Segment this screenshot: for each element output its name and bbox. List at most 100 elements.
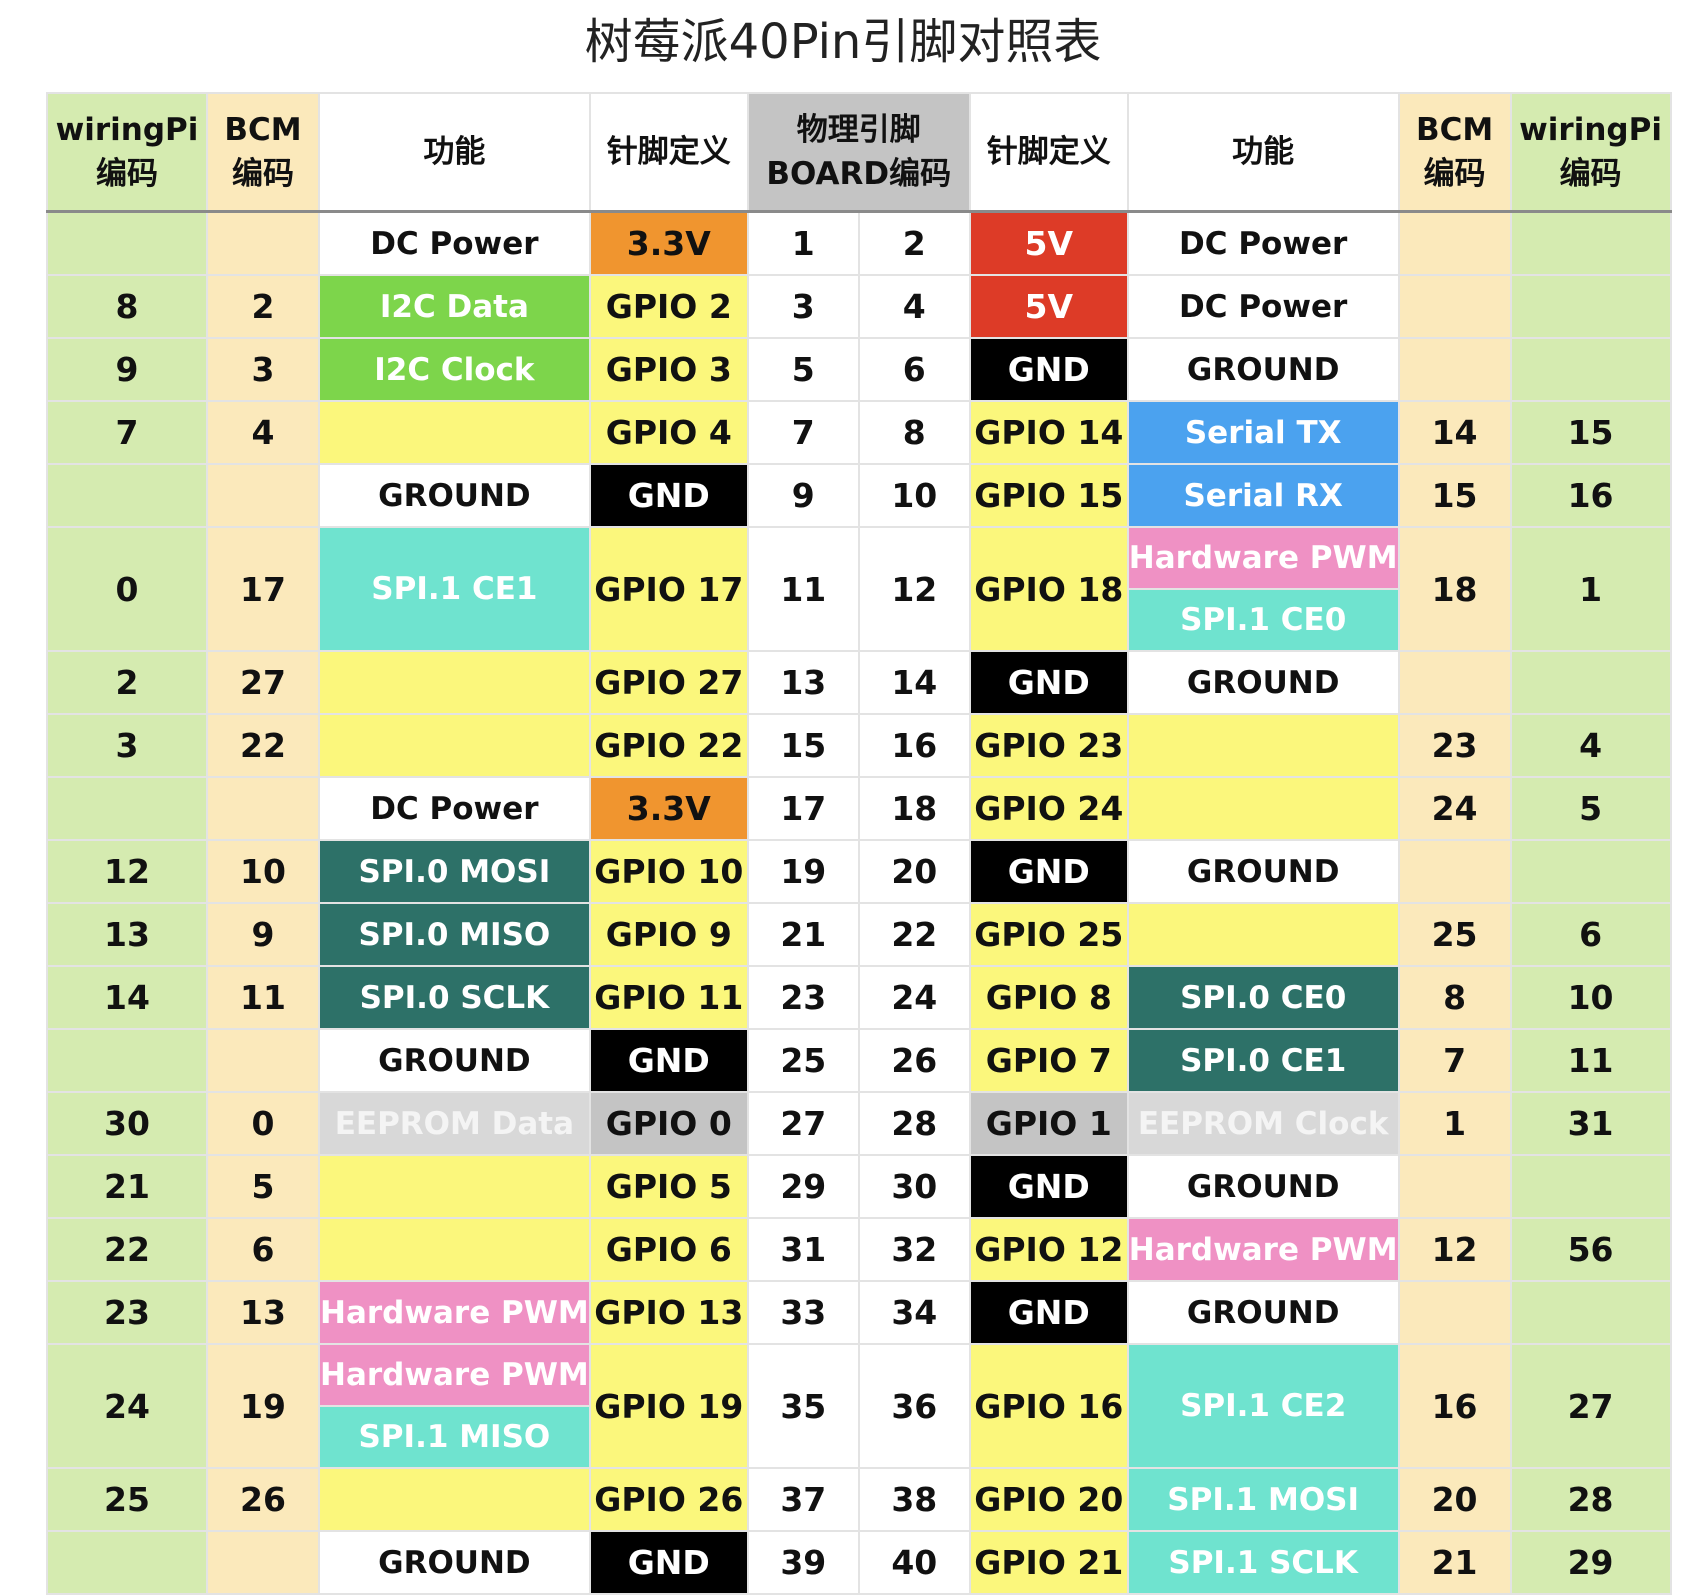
pin-table: wiringPi 编码 BCM 编码 功能 针脚定义 物理引脚 BOARD编码 针脚定… [46, 92, 1672, 1595]
pin-row: 12 10 SPI.0 MOSI GPIO 10 19 20 GND GROUND [46, 839, 1672, 904]
pin-definition-left-cell: 3.3V [588, 210, 749, 276]
pin-row: GROUND GND 39 40 GPIO 21 SPI.1 SCLK 21 29 [46, 1530, 1672, 1595]
bcm-right-cell: 7 [1397, 1028, 1512, 1093]
physical-pin-right-cell: 30 [857, 1154, 971, 1219]
bcm-left-cell: 9 [206, 902, 320, 967]
bcm-right-cell: 25 [1397, 902, 1512, 967]
pin-definition-right-cell: GND [968, 337, 1129, 402]
function-right-cell: Hardware PWM [1126, 1217, 1400, 1282]
bcm-right-cell: 1 [1397, 1091, 1512, 1156]
wiringpi-left-cell: 7 [46, 400, 208, 465]
wiringpi-left-cell: 14 [46, 965, 208, 1030]
bcm-right-cell [1397, 210, 1512, 276]
wiringpi-left-cell: 8 [46, 274, 208, 339]
physical-pin-right-cell: 14 [857, 650, 971, 715]
wiringpi-left-cell: 12 [46, 839, 208, 904]
pin-definition-left-cell: GPIO 13 [588, 1280, 749, 1345]
function-right-cell: SPI.1 SCLK [1126, 1530, 1400, 1595]
physical-pin-right-cell: 26 [857, 1028, 971, 1093]
physical-pin-right-cell: 20 [857, 839, 971, 904]
bcm-right-cell: 12 [1397, 1217, 1512, 1282]
function-left-cell: SPI.0 MISO [318, 902, 591, 967]
physical-pin-right-cell: 40 [857, 1530, 971, 1595]
bcm-left-cell [206, 776, 320, 841]
wiringpi-right-cell: 27 [1509, 1343, 1672, 1469]
wiringpi-left-cell [46, 1530, 208, 1595]
pin-definition-right-cell: GPIO 23 [968, 713, 1129, 778]
header-wiringpi-right: wiringPi 编码 [1509, 92, 1672, 213]
function-right-cell: Hardware PWM [1126, 526, 1400, 590]
wiringpi-right-cell: 16 [1509, 463, 1672, 528]
function-left-cell: DC Power [318, 776, 591, 841]
pin-row-sub: SPI.1 MISO [47, 1405, 1671, 1469]
bcm-right-cell: 18 [1397, 526, 1512, 652]
bcm-left-cell [206, 1028, 320, 1093]
wiringpi-right-cell: 31 [1509, 1091, 1672, 1156]
pin-definition-right-cell: GPIO 24 [968, 776, 1129, 841]
pin-row: 3 22 GPIO 22 15 16 GPIO 23 23 4 [46, 713, 1672, 778]
header-pin-definition-right: 针脚定义 [968, 92, 1129, 213]
wiringpi-right-cell: 4 [1509, 713, 1672, 778]
pin-definition-left-cell: GPIO 5 [588, 1154, 749, 1219]
function-left-cell: SPI.1 CE1 [318, 526, 591, 652]
pin-definition-left-cell: GPIO 3 [588, 337, 749, 402]
physical-pin-left-cell: 3 [746, 274, 860, 339]
wiringpi-right-cell: 1 [1509, 526, 1672, 652]
pin-definition-right-cell: GPIO 18 [968, 526, 1129, 652]
bcm-left-cell: 2 [206, 274, 320, 339]
pin-definition-right-cell: GND [968, 650, 1129, 715]
pin-definition-left-cell: GPIO 2 [588, 274, 749, 339]
function-left-cell: Hardware PWM [318, 1343, 591, 1407]
function-left-cell [318, 713, 591, 778]
header-row: wiringPi 编码 BCM 编码 功能 针脚定义 物理引脚 BOARD编码 针脚定… [46, 92, 1672, 213]
function-right-cell: SPI.1 MOSI [1126, 1467, 1400, 1532]
physical-pin-right-cell: 10 [857, 463, 971, 528]
pin-definition-right-cell: 5V [968, 210, 1129, 276]
physical-pin-right-cell: 4 [857, 274, 971, 339]
function-right-cell: EEPROM Clock [1126, 1091, 1400, 1156]
wiringpi-right-cell: 29 [1509, 1530, 1672, 1595]
function-right-cell: DC Power [1126, 274, 1400, 339]
pin-definition-right-cell: GPIO 14 [968, 400, 1129, 465]
pin-row: 13 9 SPI.0 MISO GPIO 9 21 22 GPIO 25 25 6 [46, 902, 1672, 967]
wiringpi-right-cell: 28 [1509, 1467, 1672, 1532]
wiringpi-left-cell: 21 [46, 1154, 208, 1219]
bcm-right-cell: 20 [1397, 1467, 1512, 1532]
physical-pin-right-cell: 12 [857, 526, 971, 652]
pin-row: 9 3 I2C Clock GPIO 3 5 6 GND GROUND [46, 337, 1672, 402]
wiringpi-right-cell: 15 [1509, 400, 1672, 465]
bcm-right-cell [1397, 1154, 1512, 1219]
function-right-cell [1126, 776, 1400, 841]
bcm-left-cell: 3 [206, 337, 320, 402]
function-left-cell: GROUND [318, 1530, 591, 1595]
pin-row: 23 13 Hardware PWM GPIO 13 33 34 GND GROUND [46, 1280, 1672, 1345]
function-left-cell: I2C Data [318, 274, 591, 339]
wiringpi-left-cell [46, 1028, 208, 1093]
function-right-cell: SPI.0 CE0 [1126, 965, 1400, 1030]
wiringpi-right-cell [1509, 1154, 1672, 1219]
wiringpi-left-cell: 13 [46, 902, 208, 967]
bcm-left-cell: 22 [206, 713, 320, 778]
function-right-cell: SPI.0 CE1 [1126, 1028, 1400, 1093]
header-bcm-left: BCM 编码 [206, 92, 320, 213]
wiringpi-right-cell: 6 [1509, 902, 1672, 967]
bcm-left-cell: 19 [206, 1343, 320, 1469]
physical-pin-right-cell: 36 [857, 1343, 971, 1469]
function-left-cell: SPI.1 MISO [318, 1405, 591, 1469]
physical-pin-left-cell: 19 [746, 839, 860, 904]
pin-row: DC Power 3.3V 1 2 5V DC Power [46, 210, 1672, 276]
physical-pin-right-cell: 8 [857, 400, 971, 465]
physical-pin-left-cell: 13 [746, 650, 860, 715]
physical-pin-right-cell: 24 [857, 965, 971, 1030]
pin-definition-right-cell: GPIO 8 [968, 965, 1129, 1030]
function-left-cell: Hardware PWM [318, 1280, 591, 1345]
wiringpi-right-cell [1509, 337, 1672, 402]
physical-pin-right-cell: 28 [857, 1091, 971, 1156]
function-left-cell [318, 1154, 591, 1219]
pin-definition-left-cell: GND [588, 1530, 749, 1595]
wiringpi-left-cell: 25 [46, 1467, 208, 1532]
pin-definition-left-cell: GPIO 0 [588, 1091, 749, 1156]
wiringpi-right-cell: 10 [1509, 965, 1672, 1030]
wiringpi-left-cell: 24 [46, 1343, 208, 1469]
wiringpi-right-cell [1509, 839, 1672, 904]
